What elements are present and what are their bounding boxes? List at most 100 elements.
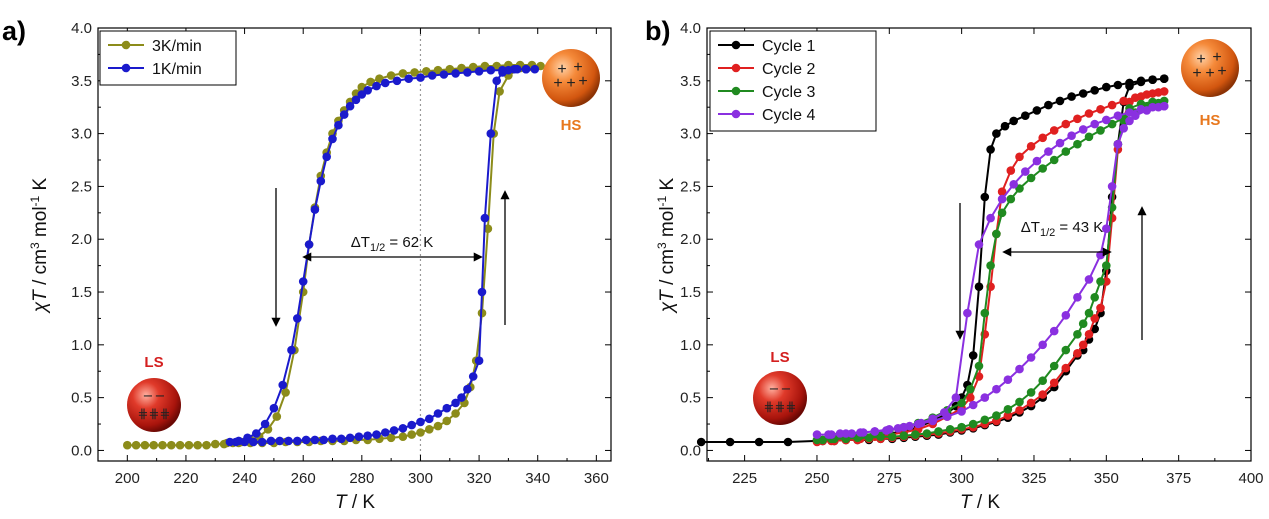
panel-a-xtick-label: 320 bbox=[467, 470, 492, 487]
panel-a-data-point bbox=[351, 95, 361, 105]
panel-a-y-axis-label: χT / cm3 mol-1 K bbox=[28, 177, 51, 314]
panel-b-data-point bbox=[1136, 92, 1146, 101]
panel-b-xlabel-var: T bbox=[960, 492, 973, 513]
panel-a-chart: a) 200 220 240 260 280 300 320 340 360 0.0 0.5 1.0 1… bbox=[2, 16, 612, 513]
panel-a-data-point bbox=[123, 440, 132, 450]
panel-b-data-point bbox=[1003, 405, 1013, 414]
panel-a-data-point bbox=[211, 439, 220, 449]
panel-b-xtick-label: 225 bbox=[732, 470, 757, 487]
panel-b-data-point bbox=[1015, 152, 1024, 162]
panel-a-data-point bbox=[310, 435, 320, 445]
panel-b-data-point bbox=[1021, 111, 1030, 120]
panel-b-xtick-label: 300 bbox=[949, 470, 974, 487]
panel-b-data-point bbox=[1044, 147, 1053, 156]
panel-a-ytick-label: 2.5 bbox=[71, 178, 92, 195]
panel-a-letter: a) bbox=[2, 16, 26, 46]
panel-a-data-point bbox=[530, 64, 540, 74]
panel-b-data-point bbox=[1026, 353, 1036, 362]
panel-b-data-point bbox=[1044, 100, 1053, 110]
panel-b-hs-plus-icon: + bbox=[1212, 49, 1221, 66]
panel-a-ytick-label: 0.0 bbox=[71, 442, 92, 459]
panel-b-data-point bbox=[835, 429, 845, 438]
panel-a-data-point bbox=[410, 68, 419, 77]
panel-b-ylabel-unit-a: / cm bbox=[657, 249, 678, 290]
panel-a-data-point bbox=[468, 372, 478, 381]
panel-b-ytick-label: 1.5 bbox=[680, 284, 701, 301]
panel-b-data-point bbox=[1055, 96, 1065, 106]
panel-b-data-point bbox=[847, 429, 856, 438]
panel-b-data-point bbox=[974, 282, 984, 292]
panel-a-xtick-label: 220 bbox=[173, 470, 198, 487]
panel-a-delta-main: ΔT bbox=[351, 234, 370, 251]
panel-a-data-point bbox=[322, 152, 332, 162]
panel-a-data-point bbox=[287, 345, 296, 355]
panel-a-hs-label: HS bbox=[561, 117, 582, 134]
panel-b-data-point bbox=[1000, 121, 1010, 131]
panel-b-data-point bbox=[992, 229, 1001, 239]
panel-b-ytick-label: 2.5 bbox=[680, 178, 701, 195]
panel-a-data-point bbox=[266, 436, 276, 446]
panel-a-data-point bbox=[319, 435, 329, 445]
panel-a-data-point bbox=[281, 388, 290, 397]
panel-b-data-point bbox=[1073, 293, 1082, 302]
panel-b-data-point bbox=[1067, 131, 1076, 140]
panel-b-data-point bbox=[893, 424, 903, 433]
panel-b-data-point bbox=[928, 414, 937, 424]
panel-b-data-point bbox=[957, 398, 966, 408]
panel-b-data-point bbox=[1061, 119, 1071, 129]
panel-b-data-point bbox=[1084, 109, 1094, 118]
panel-b-data-point bbox=[812, 430, 822, 439]
panel-b-legend-swatch-marker bbox=[731, 86, 741, 96]
panel-b-ylabel-var: χT bbox=[657, 289, 678, 314]
panel-b-data-point bbox=[1119, 124, 1128, 133]
panel-a-data-point bbox=[372, 430, 381, 439]
panel-b-data-point bbox=[986, 213, 995, 223]
panel-a-delta-value: = 62 K bbox=[385, 234, 433, 251]
panel-b-data-point bbox=[783, 437, 793, 447]
panel-a-data-point bbox=[149, 440, 158, 450]
panel-b-data-point bbox=[1136, 105, 1146, 114]
panel-b-data-point bbox=[1073, 349, 1082, 358]
panel-a-data-point bbox=[328, 134, 337, 144]
panel-b-data-point bbox=[1096, 303, 1105, 313]
panel-b-data-point bbox=[1078, 89, 1088, 98]
panel-a-data-point bbox=[512, 64, 522, 74]
panel-a-ls-sphere-icon bbox=[127, 378, 181, 432]
panel-b-data-point bbox=[911, 430, 920, 439]
panel-b-hs-plus-icon: + bbox=[1192, 65, 1201, 82]
panel-b-data-point bbox=[992, 129, 1001, 138]
panel-b-data-point bbox=[1113, 139, 1123, 149]
panel-b-data-point bbox=[1096, 277, 1105, 286]
panel-a-data-point bbox=[167, 440, 176, 450]
panel-a-data-point bbox=[381, 428, 390, 437]
panel-a-data-point bbox=[451, 409, 460, 418]
panel-b-data-point bbox=[1113, 80, 1123, 90]
panel-b-y-axis-label: χT / cm3 mol-1 K bbox=[655, 177, 678, 314]
panel-a-data-point bbox=[442, 416, 452, 426]
panel-b-data-point bbox=[1021, 167, 1030, 176]
panel-a-data-point bbox=[363, 431, 373, 441]
panel-b-data-point bbox=[1061, 363, 1071, 373]
panel-b-legend-label: Cycle 4 bbox=[762, 107, 815, 124]
panel-a-data-point bbox=[433, 409, 443, 418]
panel-a-ylabel-unit-a: / cm bbox=[30, 249, 51, 290]
panel-b-data-point bbox=[1049, 326, 1059, 336]
panel-b-data-point bbox=[980, 308, 990, 318]
panel-b-xtick-label: 350 bbox=[1094, 470, 1119, 487]
panel-a-data-point bbox=[225, 437, 235, 447]
panel-b-data-point bbox=[899, 431, 909, 441]
panel-a-data-point bbox=[398, 69, 408, 78]
panel-a-ytick-label: 2.0 bbox=[71, 231, 92, 248]
panel-a-data-point bbox=[486, 129, 496, 138]
panel-b-data-point bbox=[1125, 97, 1134, 107]
panel-a-plot-frame bbox=[97, 27, 612, 462]
panel-a-ls-electron-icon: ⋕ bbox=[138, 407, 149, 422]
panel-b-data-point bbox=[934, 427, 943, 436]
panel-a-xlabel-unit: / K bbox=[347, 492, 376, 513]
panel-b-data-point bbox=[1125, 116, 1134, 126]
panel-b-chart: b) 225 250 275 300 325 350 375 400 0.0 0.5 1.0 1.5 2… bbox=[645, 16, 1264, 513]
panel-b-data-point bbox=[1107, 100, 1117, 110]
panel-b-data-point bbox=[1073, 139, 1082, 149]
panel-b-data-point bbox=[1096, 126, 1105, 135]
panel-b-data-point bbox=[997, 187, 1007, 196]
